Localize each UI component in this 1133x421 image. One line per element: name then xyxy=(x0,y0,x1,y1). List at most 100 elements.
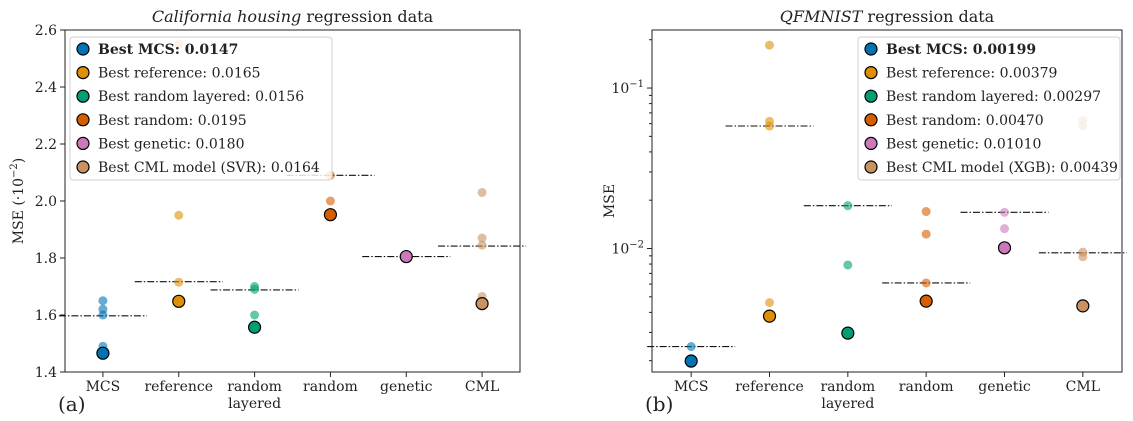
y-axis-label-close: ) xyxy=(11,158,27,163)
legend-label: Best CML model (SVR): 0.0164 xyxy=(98,160,320,176)
best-point xyxy=(475,297,489,311)
legend-marker xyxy=(76,113,90,127)
chart-title-rest: regression data xyxy=(301,7,433,26)
x-tick-label: reference xyxy=(735,379,804,395)
y-axis-label-base: MSE (·10 xyxy=(11,178,27,244)
legend-label: Best genetic: 0.01010 xyxy=(886,136,1041,152)
chart-title-italic: California housing xyxy=(152,7,301,26)
chart-title-italic: QFMNIST xyxy=(780,7,864,26)
legend: Best MCS: 0.00199 Best reference: 0.00379… xyxy=(857,36,1121,181)
data-point xyxy=(174,277,184,287)
x-tick-label: random xyxy=(899,379,954,395)
legend-marker xyxy=(76,160,90,174)
legend-label: Best genetic: 0.0180 xyxy=(98,136,244,152)
x-tick-label: MCS xyxy=(86,379,121,395)
legend: Best MCS: 0.0147 Best reference: 0.0165 Be… xyxy=(69,36,333,181)
x-tick-label: genetic xyxy=(380,379,433,395)
best-point xyxy=(172,294,186,308)
x-tick-label: layered xyxy=(821,396,874,412)
panel-label: (a) xyxy=(58,392,86,416)
legend-label: Best MCS: 0.0147 xyxy=(98,42,238,58)
x-tick-label: random xyxy=(820,379,875,395)
best-point xyxy=(997,241,1012,255)
x-tick-label: genetic xyxy=(978,379,1031,395)
y-tick-label: 2.4 xyxy=(35,80,57,96)
data-point xyxy=(843,260,853,270)
chart-title-rest: regression data xyxy=(862,7,994,26)
panel-label: (b) xyxy=(645,392,673,416)
data-point xyxy=(98,296,108,306)
y-tick-exponent: −2 xyxy=(629,240,644,251)
data-point xyxy=(477,233,487,243)
data-point xyxy=(921,229,931,239)
data-point xyxy=(921,278,931,288)
legend-label: Best random layered: 0.00297 xyxy=(886,89,1101,105)
legend-marker xyxy=(864,42,878,56)
data-point xyxy=(1000,207,1009,217)
legend-box xyxy=(69,36,333,181)
chart-title: California housing regression data xyxy=(152,7,434,26)
best-point xyxy=(841,326,855,340)
data-point xyxy=(686,342,696,352)
best-point xyxy=(1076,299,1090,313)
legend-marker xyxy=(864,160,878,174)
legend-marker xyxy=(76,89,90,103)
data-point xyxy=(765,40,774,50)
y-tick-label: 2.2 xyxy=(35,137,57,153)
x-tick-label: layered xyxy=(228,396,281,412)
y-tick-label: 1.8 xyxy=(35,251,57,267)
data-point xyxy=(765,298,774,308)
panel-a: California housing regression data 1.4 1.6… xyxy=(9,7,527,416)
data-point xyxy=(250,310,260,320)
data-point xyxy=(843,201,853,211)
y-axis-label: MSE xyxy=(602,184,618,218)
data-point xyxy=(1000,224,1009,234)
legend-marker xyxy=(864,113,878,127)
x-tick-label: MCS xyxy=(674,379,709,395)
data-point xyxy=(174,210,184,220)
legend-label: Best reference: 0.0165 xyxy=(98,66,261,82)
best-point xyxy=(762,309,777,323)
data-point xyxy=(477,240,487,250)
legend-marker xyxy=(76,136,90,150)
legend-label: Best random layered: 0.0156 xyxy=(98,89,304,105)
best-point xyxy=(96,346,110,360)
data-point xyxy=(250,284,260,294)
legend-label: Best random: 0.00470 xyxy=(886,113,1044,129)
legend-label: Best MCS: 0.00199 xyxy=(886,42,1036,58)
axes-frame xyxy=(651,29,1123,373)
y-tick-label: 10−2 xyxy=(611,240,644,258)
x-tick-label: reference xyxy=(144,379,213,395)
y-tick-base: 10 xyxy=(611,242,629,258)
data-point xyxy=(765,121,774,131)
legend-box xyxy=(857,36,1121,181)
legend-marker xyxy=(76,42,90,56)
best-point xyxy=(247,320,262,334)
y-tick-exponent: −1 xyxy=(629,79,644,90)
y-tick-base: 10 xyxy=(611,81,629,97)
legend-marker xyxy=(864,136,878,150)
y-axis-label-exponent: −2 xyxy=(9,163,20,178)
best-point xyxy=(684,354,698,368)
x-tick-label: random xyxy=(303,379,358,395)
best-point xyxy=(323,208,338,222)
data-point xyxy=(921,207,931,217)
y-axis-label: MSE (·10−2) xyxy=(9,158,27,245)
y-tick-label: 1.4 xyxy=(35,365,57,381)
data-point xyxy=(98,310,108,320)
best-point xyxy=(919,294,933,308)
y-tick-label: 1.6 xyxy=(35,308,57,324)
legend-label: Best random: 0.0195 xyxy=(98,113,247,129)
y-tick-label: 10−1 xyxy=(611,79,644,97)
legend-marker xyxy=(864,89,878,103)
data-point xyxy=(325,196,335,206)
best-point xyxy=(399,249,413,264)
legend-marker xyxy=(864,65,878,80)
data-point xyxy=(1078,252,1088,262)
y-tick-label: 2.6 xyxy=(35,23,57,39)
legend-label: Best CML model (XGB): 0.00439 xyxy=(886,160,1118,176)
y-tick-label: 2.0 xyxy=(35,194,57,210)
chart-title: QFMNIST regression data xyxy=(780,7,995,26)
